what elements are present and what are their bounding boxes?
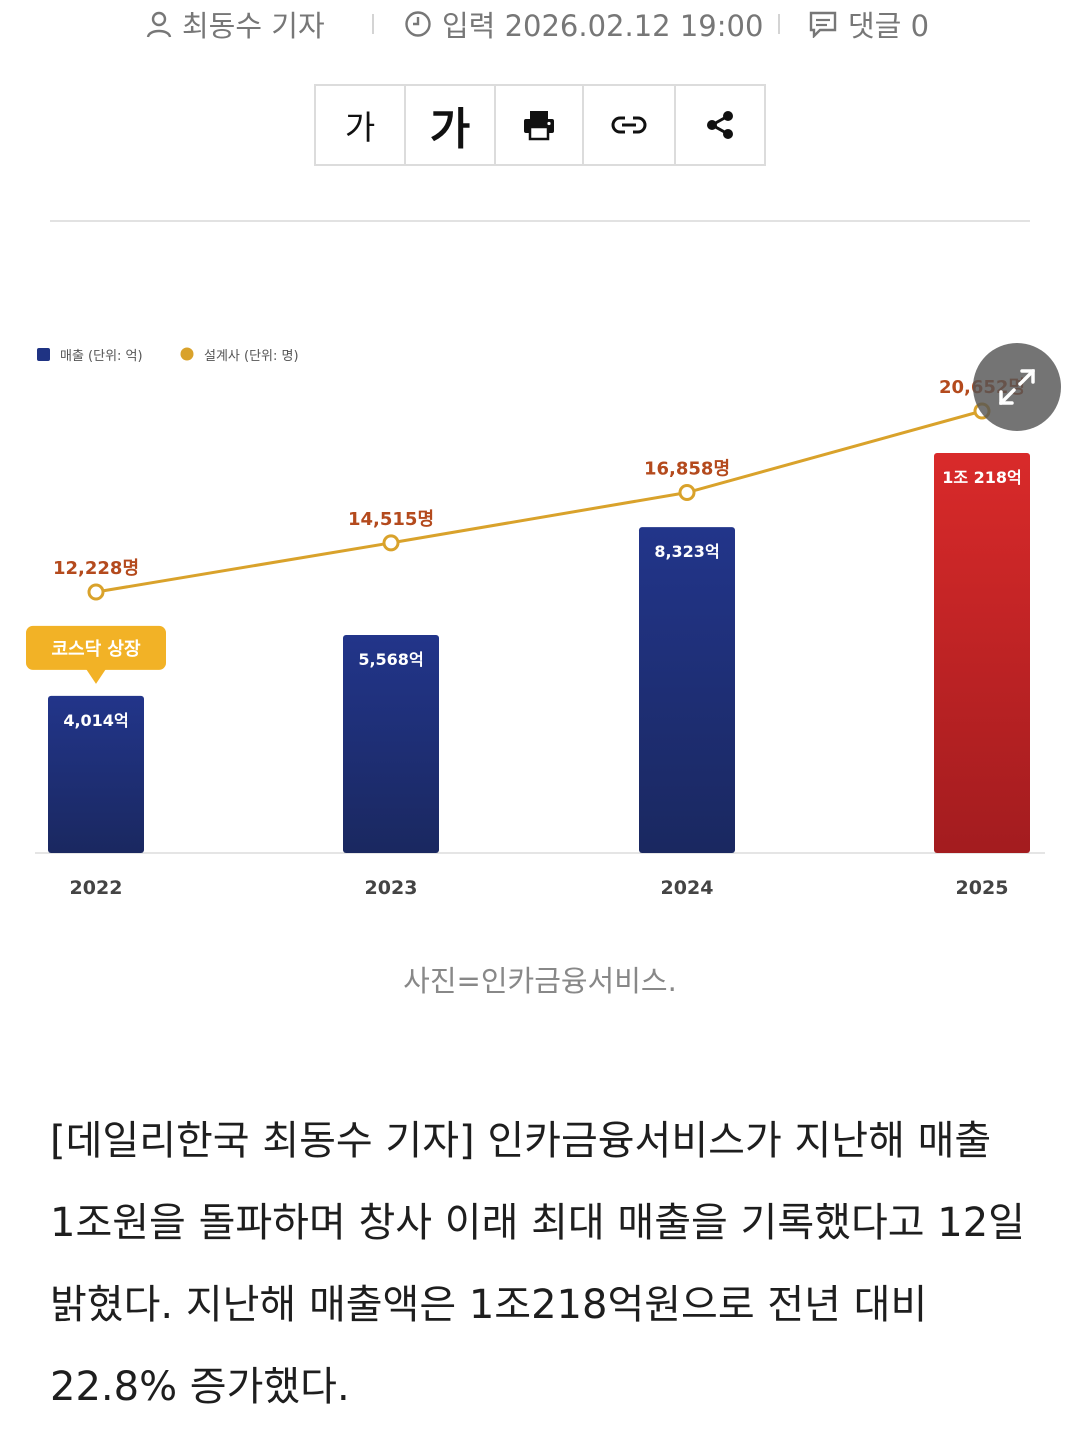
share-icon: [707, 111, 733, 139]
line-path: [95, 409, 983, 594]
x-label-2025: 2025: [956, 877, 1009, 899]
article-toolbar: 가 가: [314, 84, 766, 166]
font-small-label: 가: [344, 108, 376, 147]
print-icon: [524, 111, 554, 141]
section-divider: [50, 220, 1030, 222]
x-label-2022: 2022: [70, 877, 123, 899]
bar-2023: [343, 635, 439, 853]
author-info: 최동수 기자: [146, 4, 325, 44]
callout-box: [26, 625, 166, 670]
meta-separator: [372, 14, 374, 34]
line-label-2024: 16,858명: [644, 459, 730, 480]
font-increase-button[interactable]: 가: [406, 86, 496, 164]
line-label-2022: 12,228명: [53, 558, 139, 579]
legend-label-line: 설계사 (단위: 명): [204, 349, 299, 364]
x-label-2023: 2023: [365, 877, 418, 899]
copy-link-button[interactable]: [584, 86, 676, 164]
expand-icon: [999, 369, 1035, 405]
bar-2025: [934, 453, 1030, 853]
bar-2022: [48, 695, 144, 853]
line-point-2023: [382, 534, 400, 552]
bar-series: 4,014억 5,568억 8,323억 1조 218억: [48, 453, 1030, 853]
line-label-2023: 14,515명: [348, 509, 434, 530]
x-label-2024: 2024: [661, 877, 714, 899]
article-body: [데일리한국 최동수 기자] 인카금융서비스가 지난해 매출 1조원을 돌파하며…: [50, 1118, 1025, 1410]
chart-figure: 매출 (단위: 억) 설계사 (단위: 명) 4,014억 5,568억 8,323…: [0, 320, 1080, 920]
bar-label-2023: 5,568억: [358, 650, 423, 669]
person-icon: [146, 11, 172, 38]
published-date: 입력 2026.02.12 19:00: [442, 9, 764, 43]
x-axis-labels: 2022 2023 2024 2025: [70, 877, 1009, 899]
chart-legend: 매출 (단위: 억) 설계사 (단위: 명): [37, 347, 299, 364]
legend-label-bar: 매출 (단위: 억): [60, 349, 143, 364]
line-point-2024: [678, 484, 696, 502]
bar-label-2025: 1조 218억: [942, 468, 1022, 487]
share-button[interactable]: [676, 86, 764, 164]
published-info: 입력 2026.02.12 19:00: [404, 4, 763, 44]
listing-callout: 코스닥 상장: [26, 625, 166, 684]
callout-label: 코스닥 상장: [51, 639, 141, 660]
comments-count: 댓글 0: [848, 9, 930, 43]
font-large-label: 가: [429, 104, 471, 155]
expand-image-button[interactable]: [973, 343, 1061, 431]
comments-link[interactable]: 댓글 0: [808, 4, 929, 44]
legend-swatch-bar: [37, 348, 50, 361]
line-point-2022: [87, 583, 105, 601]
bar-2024: [639, 527, 735, 853]
bar-label-2024: 8,323억: [654, 542, 719, 561]
meta-separator: [778, 14, 780, 34]
clock-icon: [405, 11, 431, 37]
link-icon: [611, 116, 647, 134]
bar-label-2022: 4,014억: [63, 711, 128, 730]
legend-swatch-line: [180, 347, 194, 361]
author-name: 최동수 기자: [182, 9, 325, 43]
comment-icon: [809, 11, 837, 38]
image-caption: 사진=인카금융서비스.: [403, 964, 677, 998]
font-decrease-button[interactable]: 가: [316, 86, 406, 164]
article-meta: 최동수 기자 입력 2026.02.12 19:00 댓글 0: [0, 0, 1080, 50]
callout-pointer: [86, 668, 106, 684]
revenue-chart: 매출 (단위: 억) 설계사 (단위: 명) 4,014억 5,568억 8,323…: [26, 347, 1045, 899]
print-button[interactable]: [496, 86, 584, 164]
